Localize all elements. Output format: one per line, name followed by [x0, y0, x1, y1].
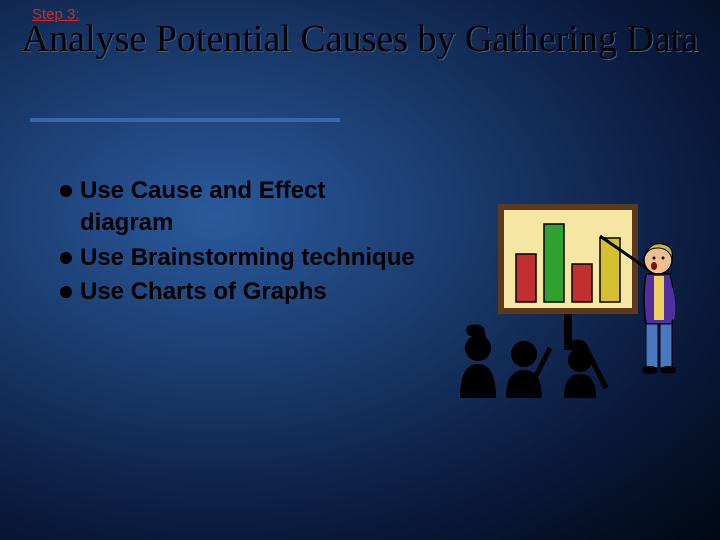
- bullet-icon: [60, 185, 72, 197]
- list-item: Use Brainstorming technique: [60, 242, 420, 274]
- bullet-text: Use Cause and Effect diagram: [80, 175, 420, 240]
- list-item: Use Charts of Graphs: [60, 276, 420, 308]
- bullet-icon: [60, 286, 72, 298]
- slide-title: Analyse Potential Causes by Gathering Da…: [0, 18, 720, 62]
- bullet-icon: [60, 252, 72, 264]
- bullet-list: Use Cause and Effect diagram Use Brainst…: [60, 175, 420, 311]
- list-item: Use Cause and Effect diagram: [60, 175, 420, 240]
- bullet-text: Use Charts of Graphs: [80, 276, 327, 308]
- presenter-clipart: [450, 198, 680, 398]
- bullet-text: Use Brainstorming technique: [80, 242, 415, 274]
- title-underline: [30, 118, 340, 122]
